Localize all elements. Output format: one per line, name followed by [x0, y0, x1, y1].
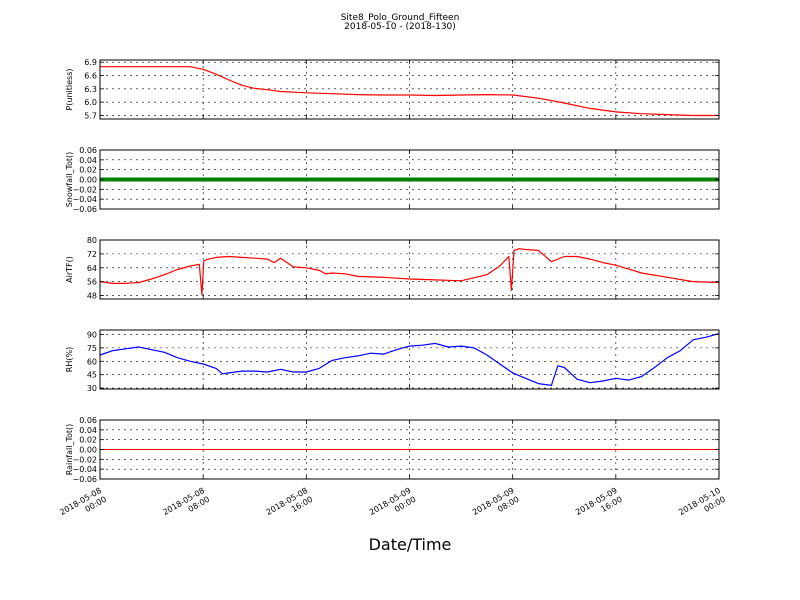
y-tick-label: 72	[87, 250, 97, 259]
x-tick-label: 2018-05-0900:00	[368, 486, 418, 526]
x-tick-label: 2018-05-0916:00	[574, 486, 624, 526]
y-tick-label: 6.9	[84, 58, 97, 67]
series-line	[100, 66, 719, 117]
x-tick-label: 2018-05-0816:00	[265, 486, 315, 526]
x-tick-label: 2018-05-1000:00	[677, 486, 727, 526]
x-tick-label: 2018-05-0908:00	[471, 486, 521, 526]
series-line	[99, 333, 720, 386]
y-tick-label: −0.04	[72, 465, 97, 474]
y-tick-label: 30	[87, 384, 97, 393]
figure-subtitle: 2018-05-10 - (2018-130)	[344, 22, 456, 32]
y-axis-label: RH(%)	[65, 347, 74, 372]
y-tick-label: 5.7	[84, 111, 97, 120]
y-tick-label: 0.00	[79, 176, 97, 185]
panels: 5.76.06.36.66.9P(unitless)−0.06−0.04−0.0…	[65, 58, 720, 484]
y-tick-label: 45	[87, 371, 97, 380]
y-tick-label: −0.02	[72, 185, 97, 194]
y-tick-label: 56	[87, 278, 97, 287]
axes-frame	[99, 59, 720, 120]
y-tick-label: 6.3	[84, 85, 97, 94]
y-axis-label: Snowfall_Tot()	[65, 152, 74, 208]
y-tick-label: 0.00	[79, 446, 97, 455]
y-tick-label: 0.02	[79, 436, 97, 445]
y-tick-label: 0.04	[79, 156, 97, 165]
y-tick-label: 6.0	[84, 98, 97, 107]
y-tick-label: 0.06	[79, 146, 97, 155]
x-tick-labels: 2018-05-0800:00 2018-05-0808:00 2018-05-08…	[58, 486, 727, 526]
y-tick-label: 0.02	[79, 166, 97, 175]
panel-4: 30 45 60 75 90 RH(%)	[65, 329, 720, 393]
y-tick-label: −0.02	[72, 455, 97, 464]
panel-1: 5.7 6.0 6.3 6.6 6.9 P(unitless)	[65, 58, 720, 120]
y-tick-label: 64	[87, 264, 97, 273]
y-tick-label: 6.6	[84, 72, 97, 81]
x-tick-label: 2018-05-0808:00	[161, 486, 211, 526]
panel-5: −0.06−0.04−0.020.000.020.040.06 Rainfall_…	[65, 416, 720, 484]
x-axis-label: Date/Time	[369, 535, 452, 554]
figure-title: Site8_Polo_Ground_Fifteen	[341, 13, 460, 23]
panel-3: 48 56 64 72 80 AirTF()	[65, 236, 720, 301]
y-tick-label: −0.06	[72, 475, 97, 484]
y-tick-label: 80	[87, 236, 97, 245]
y-tick-label: 75	[87, 344, 97, 353]
x-tick-label: 2018-05-0800:00	[58, 486, 108, 526]
series-line	[99, 248, 720, 296]
y-tick-label: −0.04	[72, 195, 97, 204]
y-tick-label: 0.06	[79, 416, 97, 425]
y-tick-label: 60	[87, 357, 97, 366]
y-tick-label: 48	[87, 292, 97, 301]
y-axis-label: P(unitless)	[65, 68, 74, 110]
y-axis-label: Rainfall_Tot()	[65, 424, 74, 476]
y-tick-label: 0.04	[79, 426, 97, 435]
y-axis-label: AirTF()	[65, 256, 74, 283]
y-tick-label: 90	[87, 330, 97, 339]
y-tick-label: −0.06	[72, 205, 97, 214]
panel-2: −0.06−0.04−0.020.000.020.040.06 Snowfall_…	[65, 146, 720, 214]
axes-frame	[99, 239, 720, 300]
